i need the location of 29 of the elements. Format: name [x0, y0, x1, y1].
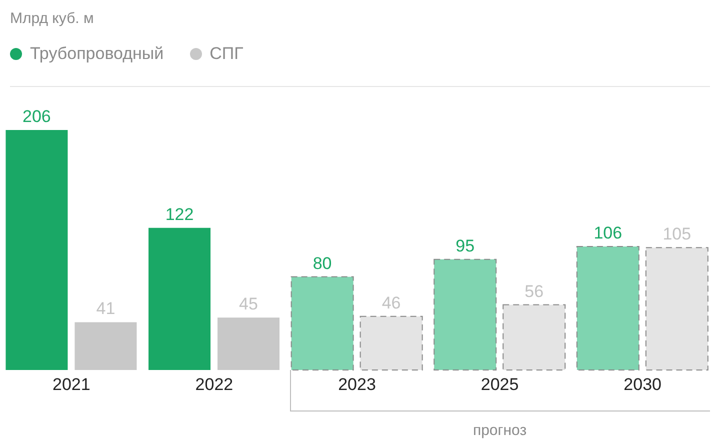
data-label: 95: [456, 236, 475, 256]
data-label: 122: [165, 204, 194, 224]
x-tick-label: 2030: [624, 375, 662, 394]
bar: [290, 276, 354, 370]
data-label: 45: [239, 294, 258, 314]
x-tick-label: 2022: [195, 375, 234, 394]
legend-label: СПГ: [210, 44, 244, 64]
x-tick-label: 2023: [338, 375, 376, 394]
data-label: 106: [594, 224, 622, 243]
data-label: 206: [22, 107, 51, 126]
legend-label: Трубопроводный: [30, 44, 164, 64]
bar: [360, 316, 423, 370]
x-tick-label: 2025: [480, 375, 519, 394]
bar: [502, 304, 566, 370]
bar: [434, 258, 497, 370]
data-label: 41: [96, 299, 116, 318]
bar: [6, 130, 68, 370]
bar: [576, 246, 640, 370]
bar: [74, 322, 137, 370]
data-label: 80: [312, 254, 332, 273]
bar: [148, 228, 211, 370]
bar: [218, 318, 280, 370]
data-label: 46: [382, 293, 401, 312]
data-label: 56: [524, 282, 544, 301]
bar: [645, 247, 708, 370]
text: прогноз: [472, 422, 528, 439]
x-tick-label: 2021: [52, 375, 90, 394]
chart-subtitle: Млрд куб. м: [10, 10, 94, 27]
data-label: 105: [662, 224, 692, 244]
